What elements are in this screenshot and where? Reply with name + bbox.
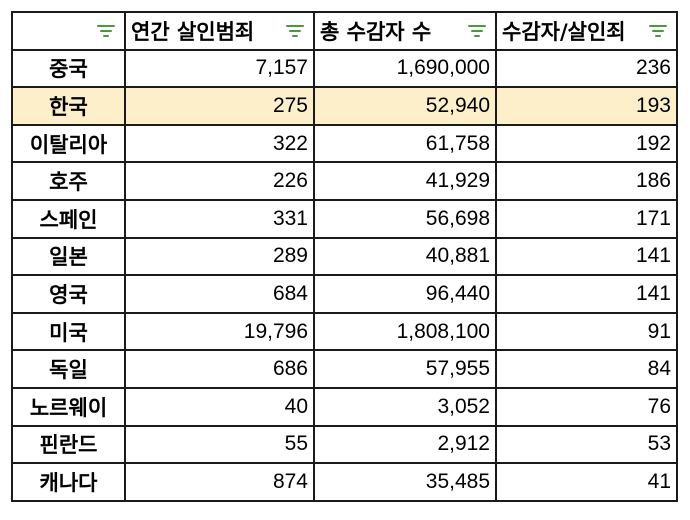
murders-cell[interactable]: 322	[124, 123, 315, 164]
country-cell[interactable]: 일본	[11, 236, 126, 277]
header-murders-label: 연간 살인범죄	[131, 19, 255, 44]
filter-icon[interactable]	[285, 23, 305, 39]
prisoners-cell[interactable]: 61,758	[313, 123, 497, 164]
table-body: 중국 7,157 1,690,000 236 한국 275 52,940 193 이탈리아 322…	[11, 48, 678, 502]
header-country	[11, 11, 126, 51]
ratio-cell[interactable]: 53	[495, 424, 678, 465]
table-row: 캐나다 874 35,485 41	[11, 462, 678, 502]
header-ratio-label: 수감자/살인죄	[502, 19, 626, 44]
table-row: 노르웨이 40 3,052 76	[11, 386, 678, 427]
prisoners-cell[interactable]: 40,881	[313, 236, 497, 277]
murders-cell[interactable]: 686	[124, 349, 315, 389]
prisoners-cell[interactable]: 96,440	[313, 274, 497, 314]
prisoners-cell[interactable]: 52,940	[313, 86, 497, 126]
prisoners-cell[interactable]: 41,929	[313, 161, 497, 201]
filter-icon[interactable]	[467, 23, 487, 39]
ratio-cell[interactable]: 76	[495, 386, 678, 427]
murders-cell[interactable]: 331	[124, 198, 315, 239]
ratio-cell[interactable]: 186	[495, 161, 678, 201]
ratio-cell[interactable]: 141	[495, 274, 678, 314]
data-table: 연간 살인범죄 총 수감자 수 수감자/살인죄 중국 7,157 1,690,000…	[11, 11, 678, 502]
ratio-cell[interactable]: 192	[495, 123, 678, 164]
murders-cell[interactable]: 289	[124, 236, 315, 277]
ratio-cell[interactable]: 236	[495, 48, 678, 89]
murders-cell[interactable]: 874	[124, 462, 315, 502]
prisoners-cell[interactable]: 1,808,100	[313, 311, 497, 352]
murders-cell[interactable]: 40	[124, 386, 315, 427]
table-row: 스페인 331 56,698 171	[11, 198, 678, 239]
country-cell[interactable]: 미국	[11, 311, 126, 352]
murders-cell[interactable]: 275	[124, 86, 315, 126]
filter-icon[interactable]	[648, 23, 668, 39]
prisoners-cell[interactable]: 56,698	[313, 198, 497, 239]
prisoners-cell[interactable]: 1,690,000	[313, 48, 497, 89]
filter-icon[interactable]	[96, 23, 116, 39]
header-murders: 연간 살인범죄	[124, 11, 315, 51]
header-prisoners: 총 수감자 수	[313, 11, 497, 51]
country-cell[interactable]: 영국	[11, 274, 126, 314]
table-row: 호주 226 41,929 186	[11, 161, 678, 201]
murders-cell[interactable]: 55	[124, 424, 315, 465]
prisoners-cell[interactable]: 2,912	[313, 424, 497, 465]
country-cell[interactable]: 캐나다	[11, 462, 126, 502]
ratio-cell[interactable]: 41	[495, 462, 678, 502]
country-cell[interactable]: 중국	[11, 48, 126, 89]
country-cell[interactable]: 핀란드	[11, 424, 126, 465]
table-row: 독일 686 57,955 84	[11, 349, 678, 389]
murders-cell[interactable]: 226	[124, 161, 315, 201]
table-row: 이탈리아 322 61,758 192	[11, 123, 678, 164]
table-row: 핀란드 55 2,912 53	[11, 424, 678, 465]
prisoners-cell[interactable]: 35,485	[313, 462, 497, 502]
country-cell[interactable]: 노르웨이	[11, 386, 126, 427]
table-row: 중국 7,157 1,690,000 236	[11, 48, 678, 89]
murders-cell[interactable]: 7,157	[124, 48, 315, 89]
murders-cell[interactable]: 19,796	[124, 311, 315, 352]
table-row: 미국 19,796 1,808,100 91	[11, 311, 678, 352]
ratio-cell[interactable]: 84	[495, 349, 678, 389]
table-row: 한국 275 52,940 193	[11, 86, 678, 126]
country-cell[interactable]: 한국	[11, 86, 126, 126]
murders-cell[interactable]: 684	[124, 274, 315, 314]
ratio-cell[interactable]: 171	[495, 198, 678, 239]
header-row: 연간 살인범죄 총 수감자 수 수감자/살인죄	[11, 11, 678, 51]
prisoners-cell[interactable]: 57,955	[313, 349, 497, 389]
country-cell[interactable]: 호주	[11, 161, 126, 201]
header-ratio: 수감자/살인죄	[495, 11, 678, 51]
country-cell[interactable]: 독일	[11, 349, 126, 389]
table-row: 일본 289 40,881 141	[11, 236, 678, 277]
header-prisoners-label: 총 수감자 수	[320, 19, 432, 44]
ratio-cell[interactable]: 141	[495, 236, 678, 277]
country-cell[interactable]: 스페인	[11, 198, 126, 239]
country-cell[interactable]: 이탈리아	[11, 123, 126, 164]
table-row: 영국 684 96,440 141	[11, 274, 678, 314]
ratio-cell[interactable]: 91	[495, 311, 678, 352]
prisoners-cell[interactable]: 3,052	[313, 386, 497, 427]
ratio-cell[interactable]: 193	[495, 86, 678, 126]
